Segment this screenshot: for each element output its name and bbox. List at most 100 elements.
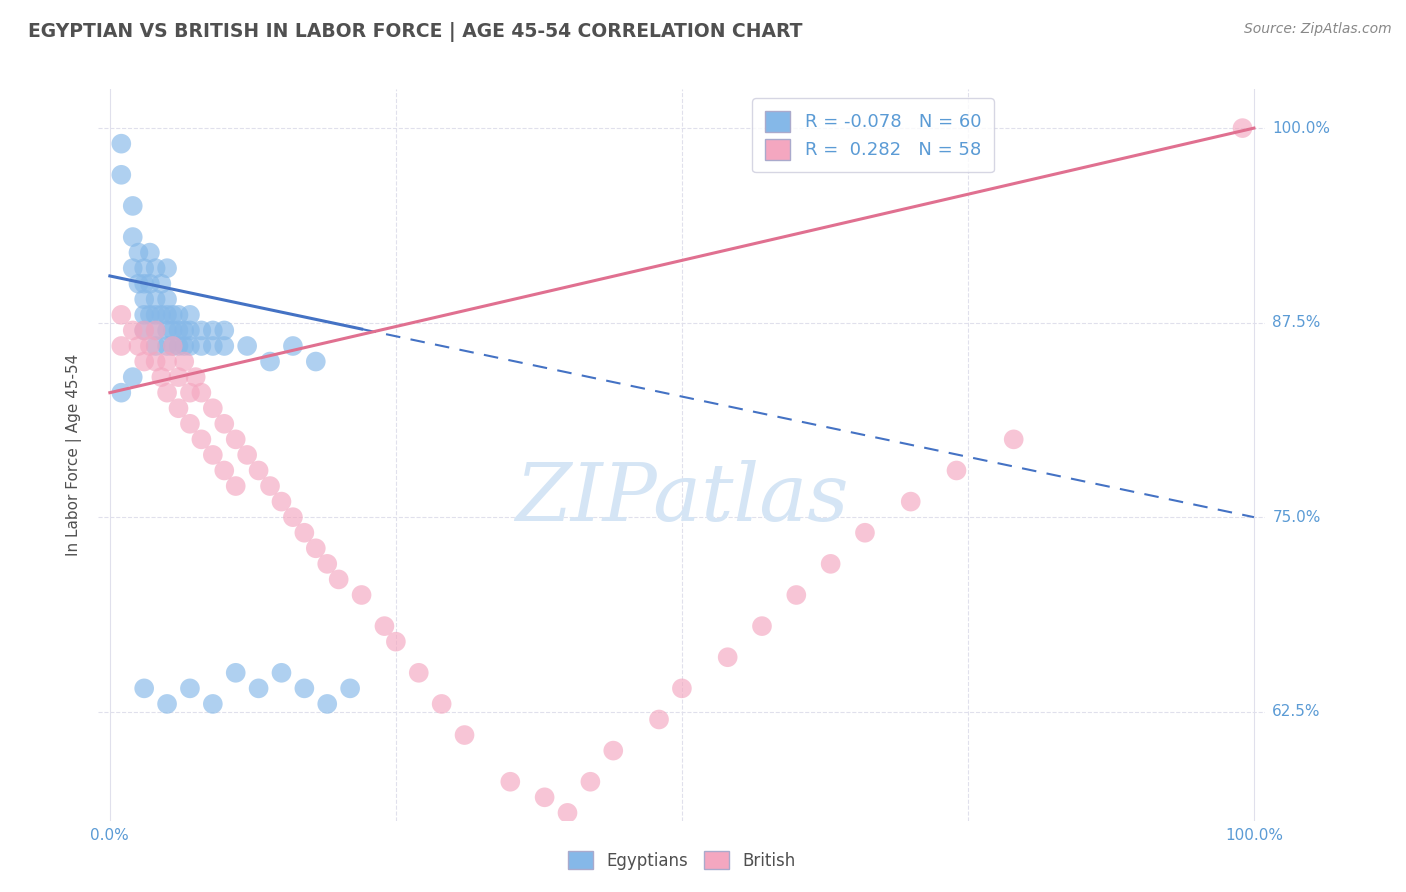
Point <box>167 308 190 322</box>
Point <box>305 541 328 556</box>
Point <box>247 463 270 477</box>
Point <box>110 385 132 400</box>
Point <box>270 494 292 508</box>
Point <box>305 354 328 368</box>
Point <box>270 665 292 680</box>
Point <box>173 354 195 368</box>
Point <box>225 479 247 493</box>
Point <box>717 650 740 665</box>
Point <box>853 525 876 540</box>
Point <box>820 557 842 571</box>
Text: 100.0%: 100.0% <box>1272 120 1330 136</box>
Point <box>167 370 190 384</box>
Point <box>214 323 236 337</box>
Point <box>127 277 149 291</box>
Point <box>145 293 167 307</box>
Point <box>167 339 190 353</box>
Text: 87.5%: 87.5% <box>1272 315 1320 330</box>
Point <box>139 339 162 353</box>
Point <box>292 681 315 696</box>
Point <box>201 401 224 416</box>
Point <box>162 339 184 353</box>
Point <box>328 573 350 587</box>
Point <box>145 261 167 276</box>
Point <box>408 665 430 680</box>
Point <box>121 323 143 337</box>
Point <box>173 323 195 337</box>
Point <box>214 339 236 353</box>
Point <box>110 168 132 182</box>
Point <box>145 339 167 353</box>
Point <box>110 308 132 322</box>
Point <box>945 463 967 477</box>
Point <box>145 323 167 337</box>
Point <box>173 339 195 353</box>
Point <box>350 588 373 602</box>
Point <box>247 681 270 696</box>
Point <box>259 354 281 368</box>
Point <box>201 697 224 711</box>
Point <box>316 557 339 571</box>
Point <box>121 230 143 244</box>
Point <box>156 293 179 307</box>
Point <box>214 417 236 431</box>
Point <box>430 697 453 711</box>
Point <box>190 385 212 400</box>
Point <box>339 681 361 696</box>
Point <box>214 463 236 477</box>
Point <box>316 697 339 711</box>
Point <box>134 354 156 368</box>
Point <box>121 199 143 213</box>
Point <box>499 774 522 789</box>
Point <box>184 370 207 384</box>
Point <box>156 339 179 353</box>
Text: ZIPatlas: ZIPatlas <box>515 460 849 538</box>
Point <box>385 634 408 648</box>
Point <box>134 277 156 291</box>
Point <box>156 354 179 368</box>
Point <box>134 308 156 322</box>
Point <box>110 339 132 353</box>
Point <box>150 308 173 322</box>
Text: 62.5%: 62.5% <box>1272 704 1320 719</box>
Point <box>671 681 693 696</box>
Text: EGYPTIAN VS BRITISH IN LABOR FORCE | AGE 45-54 CORRELATION CHART: EGYPTIAN VS BRITISH IN LABOR FORCE | AGE… <box>28 22 803 42</box>
Point <box>281 339 304 353</box>
Point <box>1002 433 1025 447</box>
Point <box>127 245 149 260</box>
Point <box>179 339 201 353</box>
Point <box>156 308 179 322</box>
Point <box>179 385 201 400</box>
Point <box>648 713 671 727</box>
Y-axis label: In Labor Force | Age 45-54: In Labor Force | Age 45-54 <box>66 354 83 556</box>
Point <box>110 136 132 151</box>
Point <box>162 308 184 322</box>
Point <box>179 323 201 337</box>
Point <box>134 293 156 307</box>
Point <box>134 681 156 696</box>
Point <box>190 339 212 353</box>
Point <box>156 385 179 400</box>
Point <box>453 728 475 742</box>
Point <box>139 308 162 322</box>
Point <box>162 323 184 337</box>
Text: Source: ZipAtlas.com: Source: ZipAtlas.com <box>1244 22 1392 37</box>
Point <box>139 277 162 291</box>
Point <box>236 339 259 353</box>
Point <box>579 774 602 789</box>
Point <box>533 790 555 805</box>
Point <box>162 339 184 353</box>
Point <box>179 681 201 696</box>
Point <box>190 433 212 447</box>
Point <box>201 323 224 337</box>
Point <box>145 308 167 322</box>
Point <box>179 308 201 322</box>
Point <box>156 697 179 711</box>
Point <box>134 323 156 337</box>
Point <box>236 448 259 462</box>
Point <box>292 525 315 540</box>
Point <box>150 370 173 384</box>
Point <box>145 354 167 368</box>
Point <box>1232 121 1254 136</box>
Point <box>751 619 773 633</box>
